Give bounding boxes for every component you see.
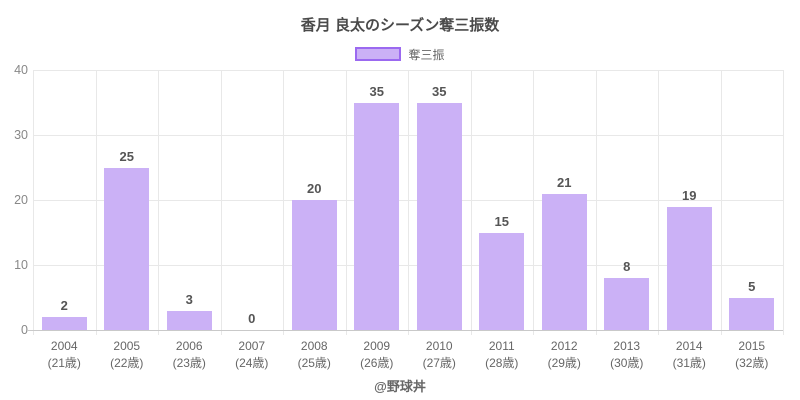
- bar-value-label: 35: [432, 83, 447, 99]
- x-tick-age: (26歳): [360, 356, 394, 370]
- bar-2013: [604, 278, 650, 330]
- watermark-text: @野球丼: [374, 379, 426, 394]
- bar-2014: [666, 206, 712, 330]
- v-gridline: [95, 70, 97, 335]
- bar-2015: [729, 297, 775, 330]
- bar-value-label: 19: [682, 187, 697, 203]
- x-tick-label: 2004 (21歳): [33, 338, 96, 372]
- x-tick-age: (24歳): [235, 356, 269, 370]
- x-tick-age: (22歳): [110, 356, 144, 370]
- x-tick-year: 2007: [238, 339, 266, 353]
- x-tick-age: (23歳): [172, 356, 206, 370]
- v-gridline: [595, 70, 597, 335]
- bar-value-label: 0: [248, 311, 256, 326]
- legend-item[interactable]: 奪三振: [0, 46, 800, 62]
- x-axis-line: [27, 330, 783, 331]
- x-tick-label: 2010 (27歳): [408, 338, 471, 372]
- plot-area: 2 25 3 0 20 35 35 15 21 8 19 5: [27, 70, 784, 335]
- x-tick-label: 2011 (28歳): [471, 338, 534, 372]
- x-tick-year: 2006: [175, 339, 203, 353]
- chart-title: 香月 良太のシーズン奪三振数: [300, 17, 500, 34]
- x-tick-age: (32歳): [735, 356, 769, 370]
- v-gridline: [283, 70, 284, 335]
- y-axis: 0 10 20 30 40: [0, 63, 28, 337]
- v-gridline: [783, 70, 784, 335]
- x-tick-age: (30歳): [610, 356, 644, 370]
- bar-value-label: 2: [60, 298, 68, 313]
- v-gridline: [720, 70, 722, 335]
- x-tick-year: 2012: [550, 339, 578, 353]
- x-tick-age: (29歳): [547, 356, 581, 370]
- bar-2009: [354, 102, 400, 330]
- bar-value-label: 5: [748, 278, 756, 294]
- bar-2010: [416, 102, 462, 330]
- legend-swatch: [355, 47, 402, 61]
- x-tick-age: (28歳): [485, 356, 519, 370]
- x-tick-age: (31歳): [672, 356, 706, 370]
- x-tick-label: 2013 (30歳): [596, 338, 659, 372]
- x-tick-label: 2015 (32歳): [721, 338, 784, 372]
- x-tick-label: 2009 (26歳): [346, 338, 409, 372]
- y-tick-label: 30: [14, 128, 28, 142]
- bar-2005: [104, 167, 150, 330]
- x-tick-year: 2004: [50, 339, 78, 353]
- x-axis: 2004 (21歳) 2005 (22歳) 2006 (23歳) 2007 (24歳) 2008…: [33, 338, 783, 372]
- v-gridline: [345, 70, 347, 335]
- x-tick-label: 2014 (31歳): [658, 338, 721, 372]
- x-tick-year: 2008: [300, 339, 328, 353]
- bar-value-label: 15: [494, 213, 509, 229]
- bar-2011: [479, 232, 525, 330]
- bar-value-label: 25: [119, 148, 134, 164]
- v-gridline: [220, 70, 222, 335]
- x-tick-label: 2006 (23歳): [158, 338, 221, 372]
- v-gridline: [533, 70, 534, 335]
- x-tick-year: 2010: [425, 339, 453, 353]
- bar-2006: [166, 310, 212, 330]
- bar-value-label: 35: [369, 83, 384, 99]
- v-gridline: [33, 70, 34, 335]
- y-tick-label: 0: [21, 323, 28, 337]
- v-gridline: [408, 70, 409, 335]
- v-gridline: [470, 70, 472, 335]
- x-tick-label: 2007 (24歳): [221, 338, 284, 372]
- y-tick-label: 20: [14, 193, 28, 207]
- bar-2008: [291, 200, 337, 330]
- x-tick-year: 2015: [738, 339, 766, 353]
- bar-2004: [41, 317, 87, 330]
- bar-value-label: 3: [185, 291, 193, 307]
- x-tick-age: (27歳): [422, 356, 456, 370]
- x-tick-year: 2011: [488, 339, 515, 353]
- y-tick-label: 40: [14, 63, 28, 77]
- bar-value-label: 8: [623, 259, 631, 274]
- bar-value-label: 21: [557, 174, 572, 190]
- x-tick-year: 2005: [113, 339, 141, 353]
- y-tick-label: 10: [14, 258, 28, 272]
- x-tick-label: 2005 (22歳): [96, 338, 159, 372]
- x-tick-label: 2012 (29歳): [533, 338, 596, 372]
- x-tick-year: 2014: [675, 339, 703, 353]
- v-gridline: [658, 70, 659, 335]
- legend-label: 奪三振: [408, 47, 445, 62]
- bar-2012: [541, 193, 587, 330]
- x-tick-label: 2008 (25歳): [283, 338, 346, 372]
- bar-value-label: 20: [307, 181, 322, 196]
- v-gridline: [158, 70, 159, 335]
- x-tick-year: 2009: [363, 339, 391, 353]
- x-tick-age: (21歳): [47, 356, 81, 370]
- x-tick-year: 2013: [613, 339, 641, 353]
- x-tick-age: (25歳): [297, 356, 331, 370]
